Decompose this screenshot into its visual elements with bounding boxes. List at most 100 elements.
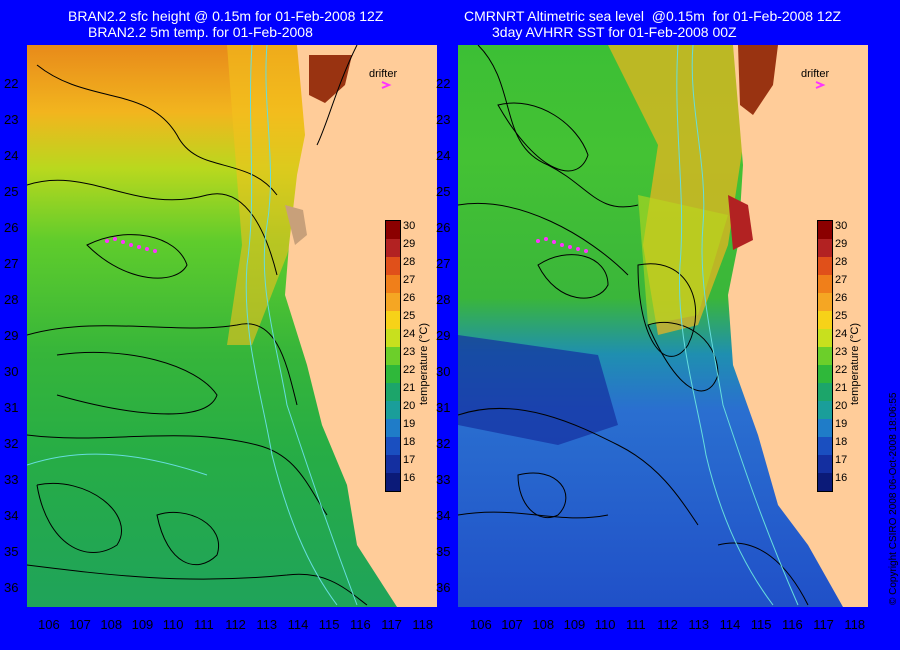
colorbar-segment [818, 329, 832, 347]
right-colorbar [817, 220, 833, 492]
x-axis-label: 112 [657, 617, 678, 632]
left-title-line2: BRAN2.2 5m temp. for 01-Feb-2008 [88, 24, 313, 40]
colorbar-tick-label: 27 [835, 274, 848, 286]
y-axis-label: 35 [4, 544, 19, 559]
y-axis-label: 24 [4, 148, 19, 163]
colorbar-tick-label: 21 [835, 382, 848, 394]
y-axis-label: 27 [4, 256, 19, 271]
x-axis-label: 108 [532, 617, 555, 632]
colorbar-segment [386, 473, 400, 491]
colorbar-tick-label: 26 [835, 292, 848, 304]
y-axis-label: 33 [436, 472, 451, 487]
colorbar-segment [818, 221, 832, 239]
x-axis-label: 107 [501, 617, 523, 632]
x-axis-label: 116 [782, 617, 803, 632]
colorbar-segment [386, 365, 400, 383]
y-axis-label: 31 [436, 400, 451, 415]
colorbar-tick-label: 21 [403, 382, 416, 394]
colorbar-tick-label: 22 [835, 364, 848, 376]
colorbar-tick-label: 18 [403, 436, 416, 448]
left-bathymetry [27, 45, 358, 606]
left-colorbar-title: temperature (°C) [418, 322, 430, 405]
colorbar-tick-label: 25 [835, 310, 848, 322]
y-axis-label: 34 [4, 508, 19, 523]
left-drifter-label: drifter [369, 68, 398, 80]
right-drifter-track [536, 237, 588, 253]
left-map-panel: drifter [27, 45, 437, 607]
x-axis-label: 114 [719, 617, 741, 632]
y-axis-label: 36 [436, 580, 451, 595]
x-axis-label: 117 [813, 617, 834, 632]
colorbar-segment [818, 383, 832, 401]
colorbar-tick-label: 19 [403, 418, 416, 430]
y-axis-label: 36 [4, 580, 19, 595]
colorbar-segment [386, 239, 400, 257]
colorbar-tick-label: 16 [403, 472, 416, 484]
colorbar-tick-label: 17 [403, 454, 416, 466]
colorbar-segment [386, 293, 400, 311]
colorbar-tick-label: 28 [835, 256, 848, 268]
y-axis-label: 29 [436, 328, 451, 343]
y-axis-label: 27 [436, 256, 451, 271]
colorbar-segment [818, 419, 832, 437]
x-axis-label: 106 [470, 617, 492, 632]
colorbar-segment [818, 437, 832, 455]
x-axis-label: 110 [162, 617, 184, 632]
colorbar-segment [818, 473, 832, 491]
colorbar-tick-label: 28 [403, 256, 416, 268]
colorbar-tick-label: 24 [403, 328, 416, 340]
colorbar-tick-label: 29 [403, 238, 416, 250]
y-axis-label: 32 [4, 436, 19, 451]
y-axis-label: 33 [4, 472, 19, 487]
y-axis-label: 25 [4, 184, 19, 199]
left-title-line1: BRAN2.2 sfc height @ 0.15m for 01-Feb-20… [68, 8, 384, 24]
right-drifter-icon [815, 81, 826, 89]
x-axis-label: 106 [38, 617, 60, 632]
x-axis-label: 112 [225, 617, 246, 632]
y-axis-label: 31 [4, 400, 19, 415]
right-map-panel: drifter [458, 45, 868, 607]
left-map-svg [27, 45, 437, 607]
colorbar-tick-label: 20 [403, 400, 416, 412]
y-axis-label: 30 [436, 364, 451, 379]
right-title-line2: 3day AVHRR SST for 01-Feb-2008 00Z [492, 24, 737, 40]
right-title: CMRNRT Altimetric sea level @0.15m for 0… [464, 8, 841, 40]
x-axis-label: 118 [844, 617, 866, 632]
colorbar-segment [818, 347, 832, 365]
colorbar-segment [386, 383, 400, 401]
colorbar-tick-label: 23 [835, 346, 848, 358]
x-axis-label: 108 [100, 617, 123, 632]
colorbar-segment [386, 419, 400, 437]
x-axis-label: 115 [750, 617, 772, 632]
x-axis-label: 115 [318, 617, 340, 632]
colorbar-tick-label: 23 [403, 346, 416, 358]
colorbar-tick-label: 30 [403, 220, 416, 232]
colorbar-segment [386, 257, 400, 275]
colorbar-tick-label: 27 [403, 274, 416, 286]
x-axis-label: 107 [69, 617, 91, 632]
right-colorbar-title: temperature (°C) [849, 322, 861, 405]
right-drifter-label: drifter [801, 68, 830, 80]
colorbar-tick-label: 24 [835, 328, 848, 340]
left-drifter-track [105, 237, 157, 253]
right-coastal-hot [728, 195, 753, 250]
colorbar-tick-label: 17 [835, 454, 848, 466]
colorbar-tick-label: 19 [835, 418, 848, 430]
copyright-text: © Copyright CSIRO 2008 06-Oct-2008 18:06… [888, 392, 899, 606]
colorbar-tick-label: 30 [835, 220, 848, 232]
colorbar-segment [818, 257, 832, 275]
y-axis-label: 34 [436, 508, 451, 523]
right-contours [458, 45, 809, 606]
colorbar-segment [386, 311, 400, 329]
x-axis-label: 110 [594, 617, 616, 632]
colorbar-segment [386, 329, 400, 347]
left-title: BRAN2.2 sfc height @ 0.15m for 01-Feb-20… [68, 8, 383, 40]
x-axis-label: 111 [194, 617, 214, 632]
y-axis-label: 35 [436, 544, 451, 559]
x-axis-label: 116 [350, 617, 371, 632]
colorbar-tick-label: 29 [835, 238, 848, 250]
colorbar-segment [386, 221, 400, 239]
x-axis-label: 109 [563, 617, 586, 632]
y-axis-label: 24 [436, 148, 451, 163]
y-axis-label: 25 [436, 184, 451, 199]
